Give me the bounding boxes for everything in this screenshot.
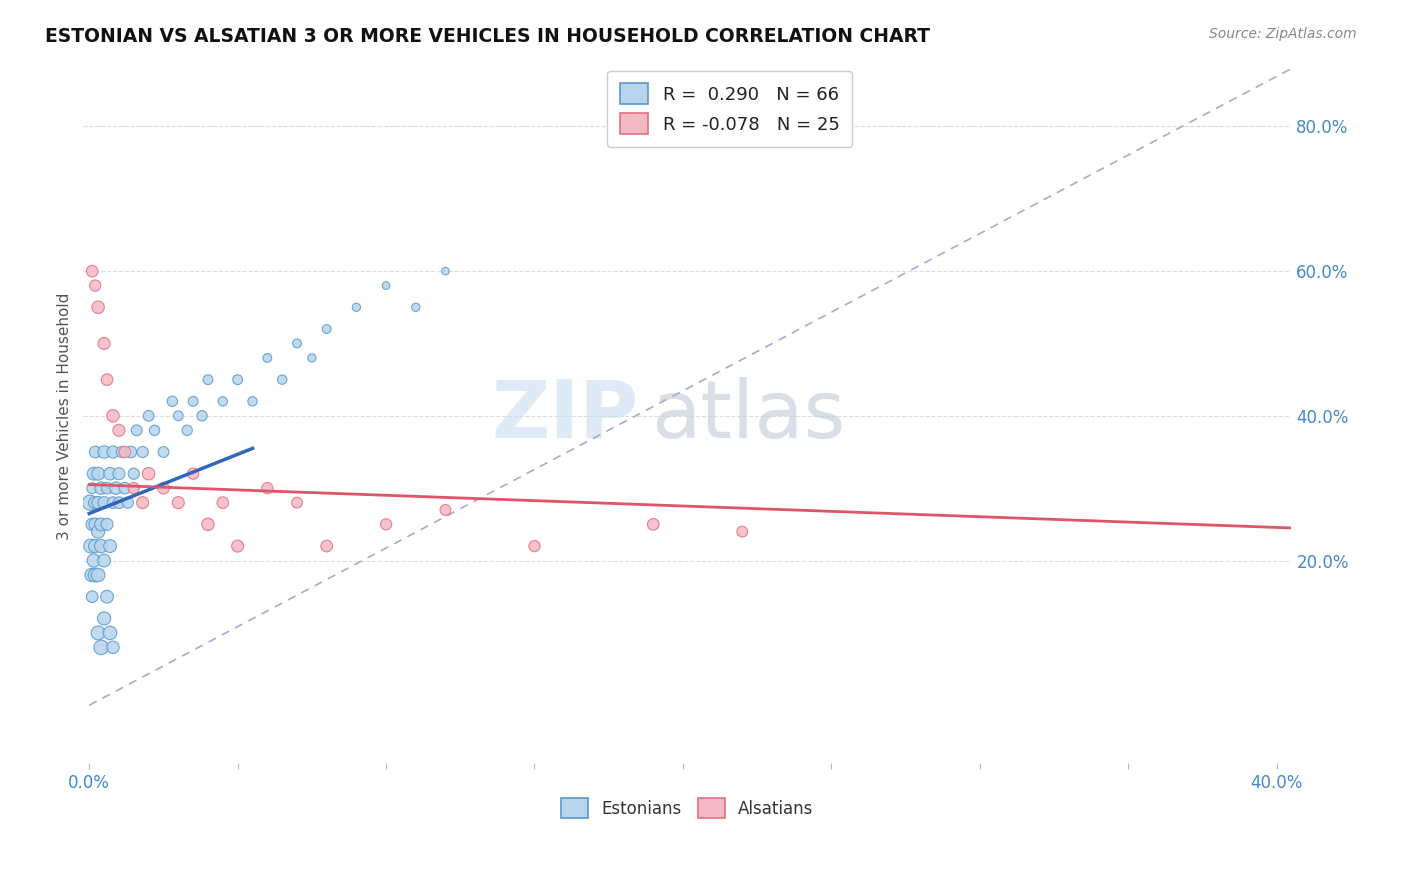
Point [375, 517, 398, 532]
Point [90, 539, 112, 553]
Point [111, 445, 134, 459]
Point [87, 626, 110, 640]
Point [120, 445, 142, 459]
Point [87, 300, 110, 314]
Point [191, 409, 214, 423]
Point [93, 336, 115, 351]
Text: Source: ZipAtlas.com: Source: ZipAtlas.com [1209, 27, 1357, 41]
Point [197, 373, 219, 387]
Point [181, 467, 204, 481]
Text: ESTONIAN VS ALSATIAN 3 OR MORE VEHICLES IN HOUSEHOLD CORRELATION CHART: ESTONIAN VS ALSATIAN 3 OR MORE VEHICLES … [45, 27, 929, 45]
Point [731, 524, 754, 539]
Point [90, 481, 112, 495]
Point [152, 481, 174, 495]
Point [101, 496, 124, 510]
Point [375, 278, 398, 293]
Point [344, 300, 367, 314]
Point [104, 481, 127, 495]
Point [96, 590, 118, 604]
Point [211, 394, 233, 409]
Point [84, 445, 107, 459]
Point [176, 423, 198, 437]
Point [83, 553, 105, 567]
Point [96, 517, 118, 532]
Point [434, 264, 457, 278]
Point [301, 351, 323, 365]
Point [108, 467, 131, 481]
Point [108, 496, 131, 510]
Point [93, 553, 115, 567]
Point [87, 496, 110, 510]
Point [90, 517, 112, 532]
Point [83, 467, 105, 481]
Point [114, 445, 136, 459]
Point [122, 481, 145, 495]
Point [84, 517, 107, 532]
Point [96, 481, 118, 495]
Point [143, 423, 166, 437]
Point [83, 496, 105, 510]
Point [643, 517, 665, 532]
Point [79, 496, 101, 510]
Point [117, 496, 139, 510]
Point [138, 409, 160, 423]
Point [98, 626, 121, 640]
Point [131, 496, 153, 510]
Point [90, 640, 112, 655]
Point [96, 373, 118, 387]
Text: atlas: atlas [651, 376, 845, 455]
Point [405, 300, 427, 314]
Point [82, 264, 104, 278]
Point [82, 517, 104, 532]
Y-axis label: 3 or more Vehicles in Household: 3 or more Vehicles in Household [58, 293, 72, 540]
Point [242, 394, 264, 409]
Point [285, 336, 308, 351]
Point [131, 445, 153, 459]
Point [101, 445, 124, 459]
Point [197, 517, 219, 532]
Point [226, 373, 249, 387]
Point [125, 423, 148, 437]
Point [101, 640, 124, 655]
Point [315, 322, 337, 336]
Point [152, 445, 174, 459]
Point [315, 539, 337, 553]
Point [256, 351, 278, 365]
Point [80, 568, 103, 582]
Point [138, 467, 160, 481]
Point [271, 373, 294, 387]
Legend: Estonians, Alsatians: Estonians, Alsatians [554, 792, 820, 824]
Point [82, 590, 104, 604]
Point [226, 539, 249, 553]
Point [101, 409, 124, 423]
Point [93, 496, 115, 510]
Point [98, 539, 121, 553]
Point [80, 539, 103, 553]
Point [93, 611, 115, 625]
Point [98, 467, 121, 481]
Point [84, 278, 107, 293]
Point [256, 481, 278, 495]
Point [84, 568, 107, 582]
Point [93, 445, 115, 459]
Point [162, 394, 184, 409]
Point [87, 467, 110, 481]
Point [167, 496, 190, 510]
Point [87, 524, 110, 539]
Text: ZIP: ZIP [492, 376, 640, 455]
Point [82, 481, 104, 495]
Point [211, 496, 233, 510]
Point [523, 539, 546, 553]
Point [167, 409, 190, 423]
Point [108, 423, 131, 437]
Point [84, 539, 107, 553]
Point [434, 503, 457, 517]
Point [122, 467, 145, 481]
Point [114, 481, 136, 495]
Point [285, 496, 308, 510]
Point [181, 394, 204, 409]
Point [87, 568, 110, 582]
